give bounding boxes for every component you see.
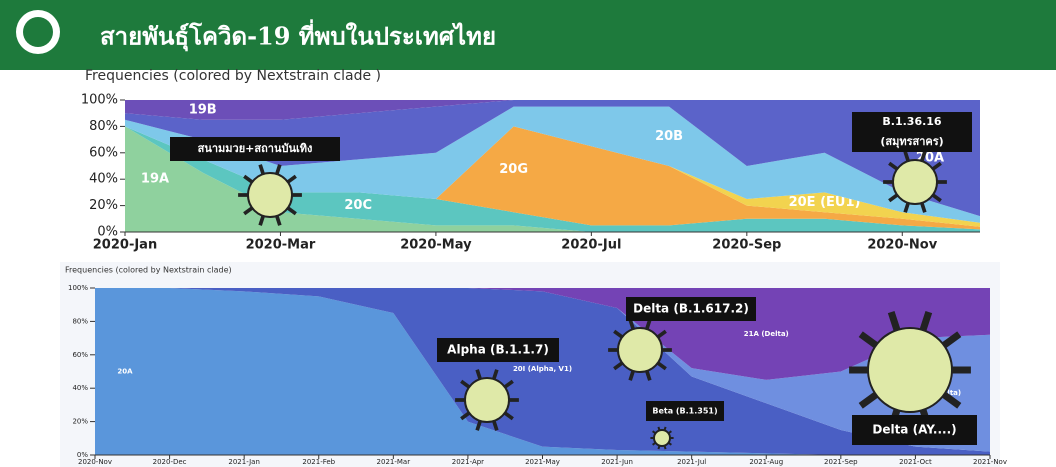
y-tick-label: 80% [72, 317, 88, 325]
area [125, 100, 980, 217]
x-tick-label: 2020-Mar [246, 238, 316, 253]
x-tick-label: 2021-Jun [601, 458, 633, 466]
area [125, 106, 980, 223]
y-tick-label: 20% [89, 198, 118, 213]
y-tick-label: 60% [72, 351, 88, 359]
x-tick-label: 2021-Apr [452, 458, 484, 466]
virus [653, 429, 671, 447]
y-tick-label: 20% [72, 418, 88, 426]
y-tick-label: 40% [89, 172, 118, 187]
annotation: Alpha (B.1.1.7) [447, 343, 549, 357]
area [125, 126, 980, 230]
x-tick-label: 2021-Aug [749, 458, 783, 466]
series-label: 20B [655, 129, 683, 144]
x-tick-label: 2021-Sep [824, 458, 858, 466]
series-label: 20A [117, 368, 133, 376]
x-tick-label: 2021-May [525, 458, 560, 466]
annotation-box [646, 401, 724, 421]
area [95, 288, 990, 455]
area [125, 126, 980, 227]
virus [247, 172, 293, 218]
area [125, 126, 980, 232]
y-tick-label: 100% [81, 93, 118, 108]
annotation-box [852, 415, 977, 445]
area [125, 126, 980, 232]
series-label: 20E (EU1) [789, 195, 861, 210]
x-tick-label: 2020-Nov [78, 458, 112, 466]
y-tick-label: 0% [77, 451, 88, 459]
chart-title: Frequencies (colored by Nextstrain clade… [85, 68, 381, 84]
virus [464, 377, 510, 423]
x-tick-label: 2021-Feb [302, 458, 335, 466]
x-tick-label: 2020-Jul [561, 238, 621, 253]
annotation: Beta (B.1.351) [652, 407, 717, 416]
annotation-box [170, 137, 340, 161]
y-tick-label: 80% [89, 119, 118, 134]
virus [867, 327, 953, 413]
series-label: 20I (Alpha, V1) [513, 365, 572, 373]
x-tick-label: 2021-Jan [228, 458, 260, 466]
x-tick-label: 2021-Mar [377, 458, 411, 466]
chart-title: Frequencies (colored by Nextstrain clade… [65, 266, 232, 275]
area [125, 100, 980, 120]
header-bar [0, 0, 1056, 70]
series-label: 19A [141, 172, 169, 187]
annotation: B.1.36.16 [882, 115, 942, 128]
y-tick-label: 60% [89, 145, 118, 160]
series-label: 21A (Delta) [744, 330, 789, 338]
logo-inner [23, 17, 53, 47]
x-tick-label: 2021-Oct [899, 458, 932, 466]
annotation-box [626, 297, 756, 321]
x-tick-label: 2020-Sep [712, 238, 781, 253]
x-tick-label: 2020-May [400, 238, 472, 253]
y-tick-label: 0% [97, 225, 118, 240]
annotation-box [437, 338, 559, 362]
slide-title: สายพันธุ์โควิด-19 ที่พบในประเทศไทย [100, 19, 496, 53]
annotation: Delta (AY....) [872, 423, 956, 437]
x-tick-label: 2020-Jan [93, 238, 157, 253]
y-tick-label: 100% [68, 284, 88, 292]
x-tick-label: 2021-Jul [677, 458, 706, 466]
virus [617, 327, 663, 373]
annotation: Delta (B.1.617.2) [633, 302, 749, 316]
annotation: สนามมวย+สถานบันเทิง [198, 142, 313, 155]
x-tick-label: 2020-Nov [867, 238, 937, 253]
series-label: 20G [499, 162, 528, 177]
x-tick-label: 2021-Nov [973, 458, 1007, 466]
virus [892, 159, 938, 205]
series-label: 20C [344, 198, 372, 213]
annotation-box [852, 112, 972, 152]
area [95, 288, 990, 380]
y-tick-label: 40% [72, 384, 88, 392]
x-tick-label: 2020-Dec [153, 458, 187, 466]
annotation: (สมุทรสาคร) [880, 135, 943, 149]
area [95, 288, 990, 455]
series-label: 19B [189, 102, 217, 117]
